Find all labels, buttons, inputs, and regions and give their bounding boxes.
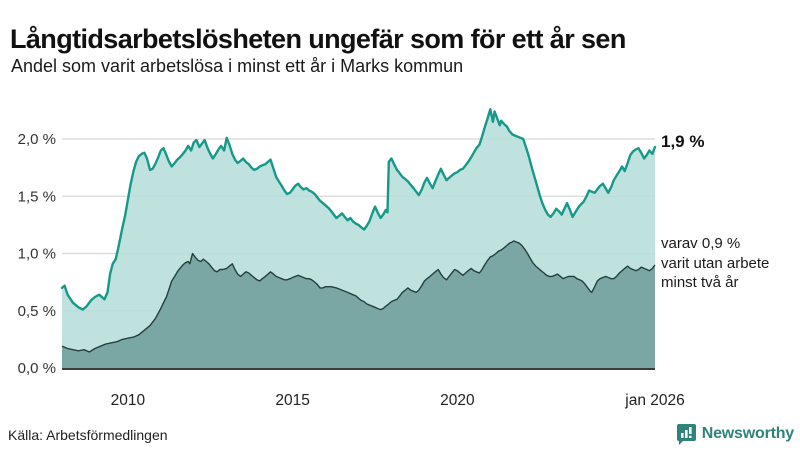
two-year-annotation-line: minst två år <box>661 274 739 291</box>
x-tick-label: 2010 <box>111 392 146 409</box>
line-one-year <box>60 108 657 311</box>
two-year-annotation-line: varav 0,9 % <box>661 235 741 252</box>
x-tick-label: 2020 <box>440 392 475 409</box>
page-title: Långtidsarbetslösheten ungefär som för e… <box>10 24 626 55</box>
y-tick-label: 1,5 % <box>18 188 56 205</box>
two-year-annotation: varav 0,9 % varit utan arbete minst två … <box>661 234 769 293</box>
bar-chart-speech-bubble-icon <box>676 424 696 445</box>
brand-name: Newsworthy <box>701 425 794 442</box>
line-two-year <box>61 240 656 353</box>
source-credit: Källa: Arbetsförmedlingen <box>8 427 168 443</box>
y-tick-label: 0,0 % <box>18 360 56 377</box>
page-subtitle: Andel som varit arbetslösa i minst ett å… <box>11 56 464 76</box>
y-tick-label: 0,5 % <box>18 303 56 320</box>
two-year-annotation-line: varit utan arbete <box>661 254 770 272</box>
brand-logo: Newsworthy <box>676 423 794 445</box>
area-two-year <box>62 240 655 368</box>
last-value-annotation: 1,9 % <box>661 132 705 151</box>
y-tick-label: 2,0 % <box>18 131 56 148</box>
x-tick-label: 2015 <box>275 392 309 409</box>
x-tick-label: jan 2026 <box>624 392 684 409</box>
y-tick-label: 1,0 % <box>18 246 56 263</box>
